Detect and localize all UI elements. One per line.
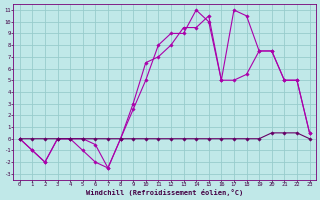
- X-axis label: Windchill (Refroidissement éolien,°C): Windchill (Refroidissement éolien,°C): [86, 189, 243, 196]
